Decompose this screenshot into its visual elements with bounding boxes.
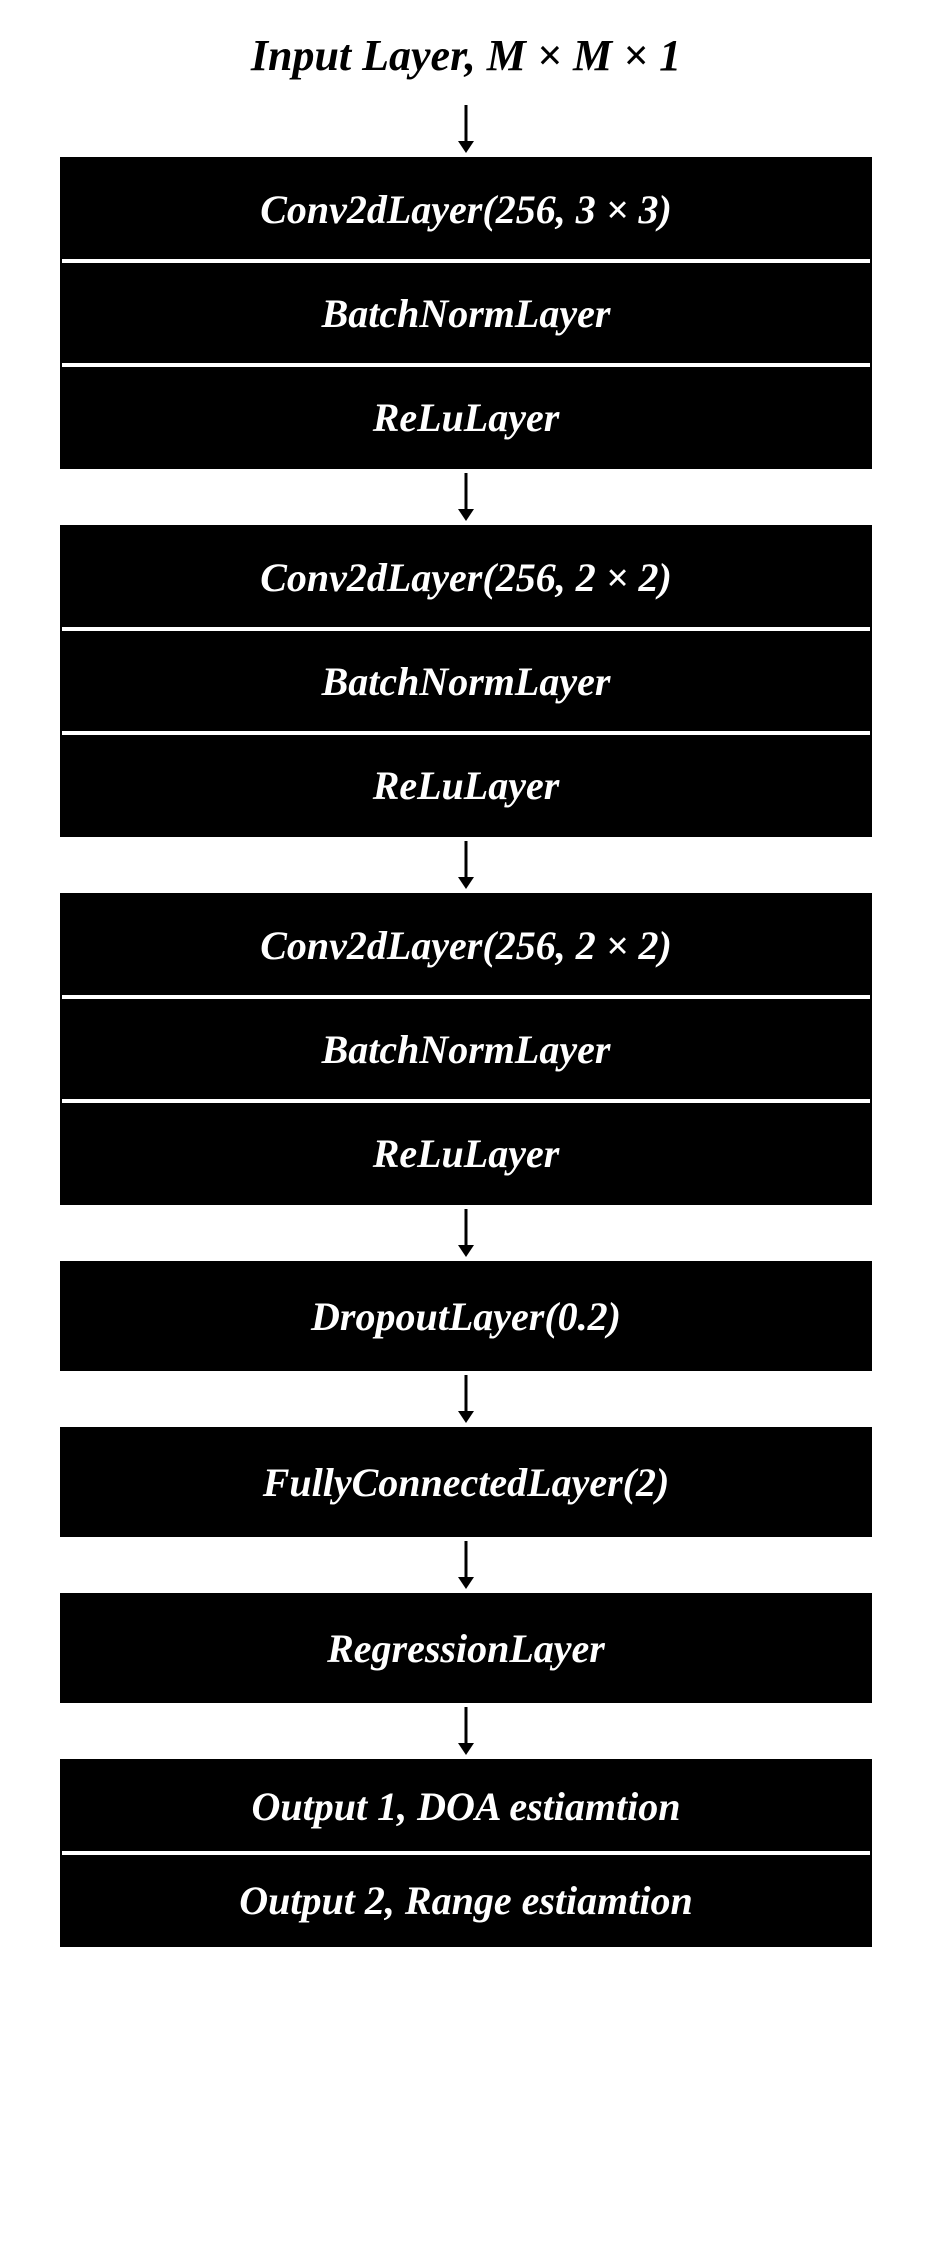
arrow	[60, 1703, 872, 1759]
arrow	[60, 1371, 872, 1427]
dropout-block: DropoutLayer(0.2)	[60, 1261, 872, 1371]
conv-layer-block: Conv2dLayer(256, 3 × 3)	[62, 159, 870, 259]
relu-block: ReLuLayer	[62, 367, 870, 467]
output-doa-block: Output 1, DOA estiamtion	[62, 1761, 870, 1851]
block-label: Conv2dLayer(256, 2 × 2)	[260, 554, 672, 601]
block-label: Conv2dLayer(256, 2 × 2)	[260, 922, 672, 969]
output-group: Output 1, DOA estiamtion Output 2, Range…	[60, 1759, 872, 1947]
relu-block: ReLuLayer	[62, 735, 870, 835]
batchnorm-block: BatchNormLayer	[62, 999, 870, 1099]
fully-connected-block: FullyConnectedLayer(2)	[60, 1427, 872, 1537]
conv-group-1: Conv2dLayer(256, 3 × 3) BatchNormLayer R…	[60, 157, 872, 469]
arrow	[60, 1537, 872, 1593]
arrow	[60, 469, 872, 525]
block-label: ReLuLayer	[373, 1130, 560, 1177]
block-label: ReLuLayer	[373, 762, 560, 809]
block-label: FullyConnectedLayer(2)	[263, 1459, 670, 1506]
batchnorm-block: BatchNormLayer	[62, 263, 870, 363]
conv-layer-block: Conv2dLayer(256, 2 × 2)	[62, 527, 870, 627]
regression-block: RegressionLayer	[60, 1593, 872, 1703]
block-label: DropoutLayer(0.2)	[311, 1293, 621, 1340]
block-label: BatchNormLayer	[322, 658, 611, 705]
block-label: Output 1, DOA estiamtion	[252, 1783, 681, 1830]
block-label: Output 2, Range estiamtion	[239, 1877, 692, 1924]
block-label: BatchNormLayer	[322, 1026, 611, 1073]
input-layer-title: Input Layer, M × M × 1	[60, 30, 872, 81]
arrow	[60, 837, 872, 893]
block-label: ReLuLayer	[373, 394, 560, 441]
conv-group-3: Conv2dLayer(256, 2 × 2) BatchNormLayer R…	[60, 893, 872, 1205]
conv-group-2: Conv2dLayer(256, 2 × 2) BatchNormLayer R…	[60, 525, 872, 837]
arrow	[60, 1205, 872, 1261]
output-range-block: Output 2, Range estiamtion	[62, 1855, 870, 1945]
batchnorm-block: BatchNormLayer	[62, 631, 870, 731]
relu-block: ReLuLayer	[62, 1103, 870, 1203]
block-label: RegressionLayer	[327, 1625, 605, 1672]
block-label: Conv2dLayer(256, 3 × 3)	[260, 186, 672, 233]
arrow	[60, 101, 872, 157]
block-label: BatchNormLayer	[322, 290, 611, 337]
conv-layer-block: Conv2dLayer(256, 2 × 2)	[62, 895, 870, 995]
